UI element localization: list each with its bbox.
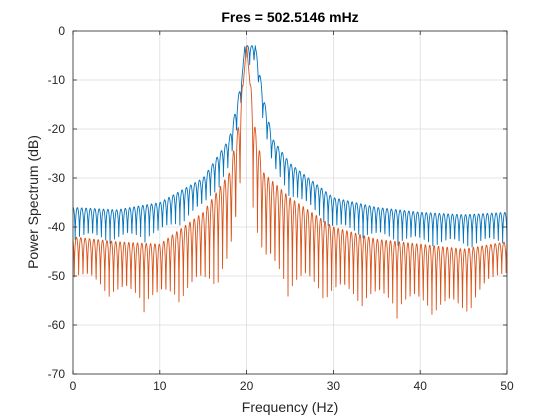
y-tick-label: -10 — [48, 73, 66, 87]
series-line-2 — [72, 45, 508, 319]
y-tick-label: -20 — [48, 122, 66, 136]
series-line-1 — [72, 45, 508, 248]
chart-title: Fres = 502.5146 mHz — [221, 9, 358, 25]
x-tick-label: 30 — [327, 379, 341, 393]
plot-frame — [72, 30, 508, 375]
y-tick-label: -60 — [48, 318, 66, 332]
x-tick-label: 20 — [240, 379, 254, 393]
x-tick-label: 0 — [70, 379, 77, 393]
x-axis-label: Frequency (Hz) — [242, 399, 338, 415]
ticks: 0 10 20 30 40 50 0 -10 -20 -30 -40 -50 -60 -70 — [48, 24, 514, 393]
x-tick-label: 50 — [500, 379, 514, 393]
y-tick-label: -30 — [48, 171, 66, 185]
series-layer — [72, 45, 508, 319]
x-tick-label: 10 — [153, 379, 167, 393]
plot-area — [73, 31, 507, 374]
y-axis-label: Power Spectrum (dB) — [25, 135, 41, 269]
y-tick-label: -40 — [48, 220, 66, 234]
x-tick-label: 40 — [414, 379, 428, 393]
y-tick-label: 0 — [58, 24, 65, 38]
y-tick-label: -50 — [48, 269, 66, 283]
y-tick-label: -70 — [48, 367, 66, 381]
